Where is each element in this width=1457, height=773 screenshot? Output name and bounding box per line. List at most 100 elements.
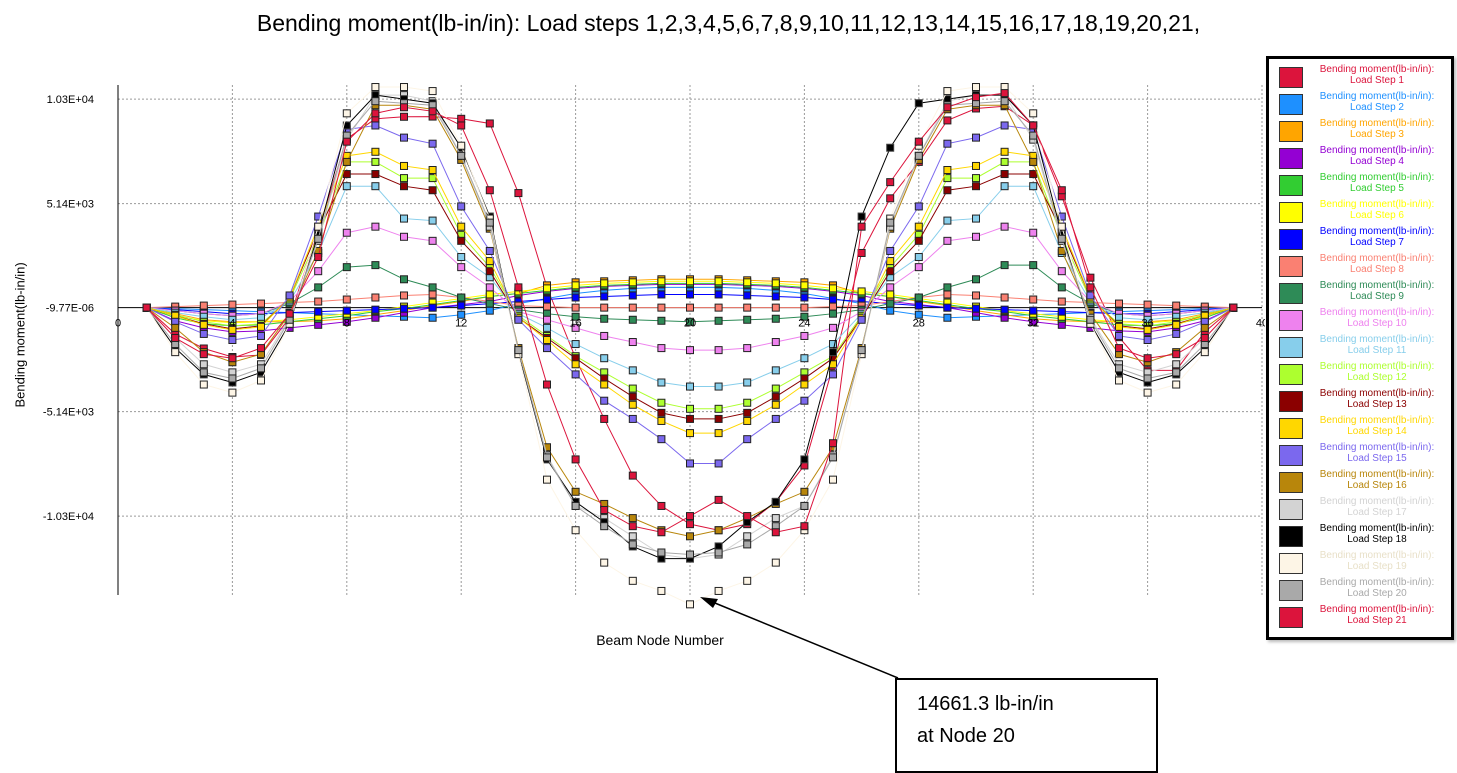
data-point (657, 435, 666, 444)
data-point (600, 314, 609, 323)
data-point (485, 299, 494, 308)
data-point (543, 336, 551, 344)
data-point (857, 222, 866, 231)
y-tick-label: -9.77E-06 (46, 303, 94, 315)
data-point (771, 366, 780, 375)
data-point (342, 109, 351, 118)
data-point (743, 408, 752, 417)
data-point (1057, 234, 1066, 243)
data-point (800, 380, 809, 389)
data-point (914, 137, 923, 146)
legend-label: Bending moment(lb-in/in): Load Step 16 (1319, 469, 1435, 491)
data-point (199, 368, 208, 377)
data-point (743, 576, 752, 585)
x-tick-label: 4 (229, 318, 235, 330)
data-point (457, 310, 466, 319)
legend-item: Bending moment(lb-in/in): Load Step 19 (1269, 550, 1451, 577)
legend-swatch (1279, 499, 1303, 520)
data-point (1200, 323, 1209, 332)
legend-item: Bending moment(lb-in/in): Load Step 20 (1269, 577, 1451, 604)
data-point (800, 501, 809, 510)
data-point (714, 414, 723, 423)
legend-item: Bending moment(lb-in/in): Load Step 9 (1269, 280, 1451, 307)
legend-item: Bending moment(lb-in/in): Load Step 17 (1269, 496, 1451, 523)
data-point (257, 331, 265, 340)
data-point (400, 182, 408, 191)
data-point (600, 331, 609, 340)
data-point (1143, 336, 1152, 344)
legend-swatch (1279, 418, 1303, 439)
y-tick-label: -5.14E+03 (43, 407, 94, 419)
data-point (428, 139, 437, 148)
data-point (171, 333, 180, 342)
data-point (1143, 354, 1152, 363)
data-point (1057, 283, 1066, 292)
legend-label: Bending moment(lb-in/in): Load Step 1 (1319, 64, 1435, 86)
legend-label: Bending moment(lb-in/in): Load Step 5 (1319, 172, 1435, 194)
legend-item: Bending moment(lb-in/in): Load Step 1 (1269, 64, 1451, 91)
data-point (714, 526, 723, 535)
data-point (686, 382, 694, 391)
legend-item: Bending moment(lb-in/in): Load Step 6 (1269, 199, 1451, 226)
data-point (371, 261, 380, 270)
data-point (571, 526, 580, 535)
data-point (829, 340, 837, 349)
data-point (428, 283, 437, 292)
data-point (457, 222, 466, 231)
x-tick-label: 36 (1141, 318, 1153, 330)
data-point (428, 174, 437, 183)
data-point (600, 558, 609, 567)
legend-item: Bending moment(lb-in/in): Load Step 5 (1269, 172, 1451, 199)
data-point (743, 532, 752, 541)
data-point (457, 202, 466, 211)
data-point (371, 97, 380, 106)
data-point (714, 586, 723, 595)
data-point (686, 346, 694, 355)
data-point (485, 267, 494, 276)
legend-label: Bending moment(lb-in/in): Load Step 4 (1319, 145, 1435, 167)
data-point (485, 283, 494, 292)
data-point (657, 398, 666, 407)
data-point (457, 236, 466, 245)
data-point (600, 522, 609, 531)
data-point (1086, 315, 1095, 324)
data-point (914, 301, 923, 310)
data-point (686, 317, 694, 326)
data-point (771, 338, 780, 347)
data-point (714, 382, 723, 391)
data-point (1115, 322, 1123, 331)
legend-item: Bending moment(lb-in/in): Load Step 4 (1269, 145, 1451, 172)
legend-item: Bending moment(lb-in/in): Load Step 11 (1269, 334, 1451, 361)
data-point (514, 283, 523, 292)
data-point (600, 354, 609, 363)
data-point (800, 312, 809, 321)
x-tick-label: 32 (1027, 318, 1039, 330)
data-point (600, 292, 609, 301)
data-point (886, 257, 895, 266)
x-tick-label: 12 (455, 318, 467, 330)
data-point (628, 522, 637, 531)
data-point (628, 366, 637, 375)
legend-label: Bending moment(lb-in/in): Load Step 14 (1319, 415, 1435, 437)
legend-label: Bending moment(lb-in/in): Load Step 20 (1319, 577, 1435, 599)
y-tick-label: 1.03E+04 (47, 94, 94, 106)
data-point (1172, 301, 1181, 310)
data-point (1143, 325, 1152, 334)
data-point (943, 303, 952, 312)
data-point (886, 246, 895, 255)
data-point (428, 236, 437, 245)
legend-label: Bending moment(lb-in/in): Load Step 11 (1319, 334, 1435, 356)
data-point (857, 212, 866, 221)
x-tick-label: 20 (684, 318, 696, 330)
legend-label: Bending moment(lb-in/in): Load Step 9 (1319, 280, 1435, 302)
data-point (1057, 186, 1066, 195)
data-point (1029, 131, 1038, 140)
data-point (1057, 212, 1066, 221)
data-point (771, 303, 780, 312)
data-point (714, 548, 723, 557)
data-point (314, 267, 323, 276)
data-point (428, 303, 437, 312)
data-point (142, 303, 151, 312)
data-point (943, 313, 952, 322)
data-point (800, 487, 809, 496)
